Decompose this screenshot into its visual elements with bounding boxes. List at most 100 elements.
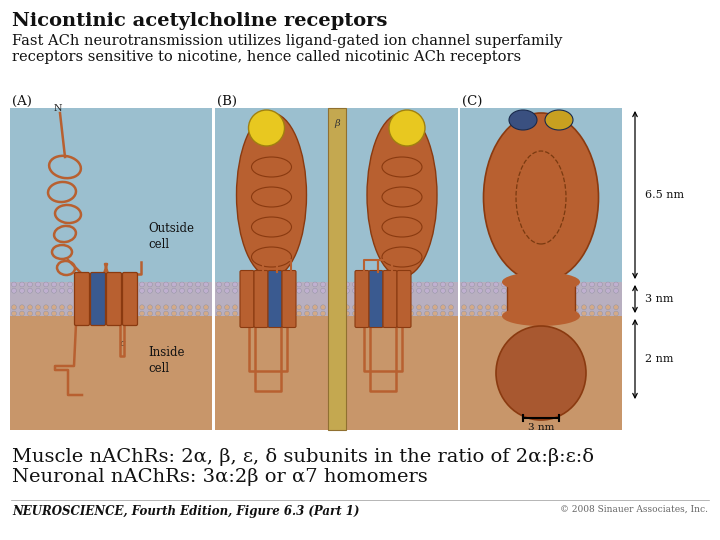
Circle shape — [225, 282, 230, 287]
Circle shape — [179, 288, 184, 293]
Circle shape — [510, 282, 515, 287]
Circle shape — [264, 282, 269, 287]
Circle shape — [248, 311, 253, 316]
Bar — [10, 316, 212, 430]
Text: (A): (A) — [12, 95, 32, 108]
Circle shape — [35, 288, 40, 293]
Circle shape — [510, 305, 515, 310]
Circle shape — [361, 288, 366, 293]
Circle shape — [233, 288, 238, 293]
Circle shape — [19, 288, 24, 293]
Circle shape — [204, 311, 209, 316]
Circle shape — [204, 282, 209, 287]
Circle shape — [369, 311, 374, 316]
Circle shape — [408, 311, 413, 316]
Circle shape — [353, 288, 357, 293]
Circle shape — [248, 282, 253, 287]
Circle shape — [320, 288, 325, 293]
Circle shape — [107, 311, 112, 316]
Circle shape — [534, 311, 539, 316]
Text: γ: γ — [538, 202, 544, 213]
Circle shape — [256, 305, 261, 310]
Circle shape — [60, 305, 65, 310]
Circle shape — [156, 282, 161, 287]
Circle shape — [305, 305, 310, 310]
Circle shape — [606, 282, 611, 287]
Text: Outside
cell: Outside cell — [148, 222, 194, 252]
Circle shape — [598, 288, 603, 293]
Text: (B): (B) — [217, 95, 237, 108]
Bar — [10, 108, 212, 282]
Bar — [215, 282, 458, 316]
Text: 3 nm: 3 nm — [645, 294, 673, 304]
Circle shape — [140, 311, 145, 316]
Circle shape — [140, 305, 145, 310]
Bar — [10, 282, 212, 316]
Text: α: α — [490, 172, 497, 183]
Circle shape — [518, 305, 523, 310]
Circle shape — [485, 288, 490, 293]
Circle shape — [613, 288, 618, 293]
Circle shape — [510, 311, 515, 316]
Circle shape — [171, 282, 176, 287]
Circle shape — [115, 311, 120, 316]
Circle shape — [264, 311, 269, 316]
Circle shape — [613, 311, 618, 316]
Circle shape — [606, 288, 611, 293]
Circle shape — [541, 305, 546, 310]
Ellipse shape — [496, 326, 586, 420]
Circle shape — [68, 305, 73, 310]
Circle shape — [256, 282, 261, 287]
Bar — [328, 108, 346, 430]
Circle shape — [574, 305, 578, 310]
Circle shape — [361, 311, 366, 316]
Circle shape — [132, 288, 137, 293]
Circle shape — [124, 305, 128, 310]
Circle shape — [328, 311, 333, 316]
Text: N: N — [54, 104, 62, 113]
Circle shape — [289, 288, 294, 293]
Circle shape — [485, 311, 490, 316]
Circle shape — [281, 311, 285, 316]
Circle shape — [217, 311, 222, 316]
Bar — [507, 282, 575, 316]
Circle shape — [582, 311, 587, 316]
Circle shape — [606, 305, 611, 310]
Circle shape — [256, 288, 261, 293]
Circle shape — [549, 305, 554, 310]
Circle shape — [312, 288, 318, 293]
Circle shape — [84, 282, 89, 287]
Circle shape — [477, 305, 482, 310]
Circle shape — [377, 311, 382, 316]
Circle shape — [408, 288, 413, 293]
Circle shape — [493, 311, 498, 316]
Circle shape — [336, 288, 341, 293]
Circle shape — [305, 311, 310, 316]
FancyBboxPatch shape — [254, 271, 268, 327]
Circle shape — [60, 282, 65, 287]
Circle shape — [590, 311, 595, 316]
Circle shape — [140, 282, 145, 287]
Circle shape — [433, 288, 438, 293]
Circle shape — [549, 311, 554, 316]
Circle shape — [518, 288, 523, 293]
Circle shape — [417, 288, 421, 293]
Circle shape — [60, 288, 65, 293]
Circle shape — [91, 311, 96, 316]
Circle shape — [425, 282, 429, 287]
Circle shape — [425, 288, 429, 293]
Circle shape — [148, 305, 153, 310]
Text: © 2008 Sinauer Associates, Inc.: © 2008 Sinauer Associates, Inc. — [560, 505, 708, 514]
Circle shape — [377, 282, 382, 287]
FancyBboxPatch shape — [240, 271, 254, 327]
Circle shape — [328, 305, 333, 310]
Circle shape — [297, 305, 302, 310]
Circle shape — [534, 282, 539, 287]
Ellipse shape — [484, 113, 598, 282]
Circle shape — [493, 282, 498, 287]
Circle shape — [84, 311, 89, 316]
Circle shape — [417, 311, 421, 316]
Circle shape — [240, 305, 246, 310]
Circle shape — [392, 305, 397, 310]
Circle shape — [462, 288, 467, 293]
